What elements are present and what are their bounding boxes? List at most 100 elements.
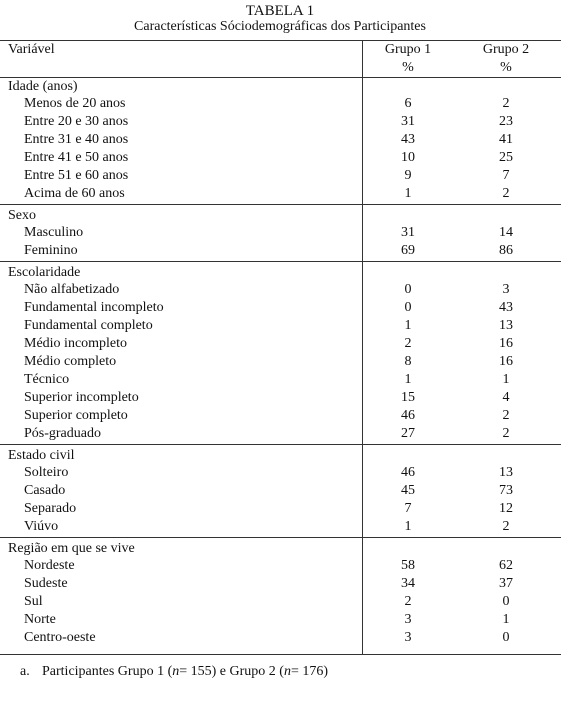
cell: 2 [502, 96, 510, 111]
row-label: Técnico [24, 372, 70, 387]
row-label: Sul [24, 594, 43, 609]
cell: 31 [401, 114, 415, 129]
row-label: Pós-graduado [24, 426, 101, 441]
section-title: Sexo [8, 208, 36, 223]
cell: 16 [499, 336, 513, 351]
cell: 25 [499, 150, 513, 165]
cell: 23 [499, 114, 513, 129]
cell: 3 [404, 612, 412, 627]
footnote-text: n [283, 664, 291, 679]
row-label: Superior completo [24, 408, 128, 423]
row-label: Entre 41 e 50 anos [24, 150, 129, 165]
cell: 13 [499, 465, 513, 480]
cell: 3 [502, 282, 510, 297]
section-title: Região em que se vive [8, 541, 135, 556]
rule [0, 40, 561, 41]
footnote-text: = 155) e Grupo 2 ( [179, 664, 284, 679]
footnote-marker: a. [20, 664, 30, 679]
cell: 0 [404, 300, 412, 315]
cell: 41 [499, 132, 513, 147]
cell: 43 [401, 132, 415, 147]
unit-label: % [402, 60, 414, 75]
row-label: Entre 20 e 30 anos [24, 114, 129, 129]
cell: 45 [401, 483, 415, 498]
cell: 1 [404, 519, 412, 534]
row-label: Fundamental incompleto [24, 300, 164, 315]
cell: 2 [502, 426, 510, 441]
row-label: Nordeste [24, 558, 75, 573]
cell: 31 [401, 225, 415, 240]
cell: 2 [502, 408, 510, 423]
cell: 2 [404, 594, 412, 609]
row-label: Feminino [24, 243, 78, 258]
cell: 43 [499, 300, 513, 315]
cell: 0 [502, 594, 510, 609]
cell: 46 [401, 408, 415, 423]
cell: 1 [502, 612, 510, 627]
section-title: Escolaridade [8, 265, 81, 280]
rule [0, 204, 561, 205]
cell: 1 [404, 318, 412, 333]
cell: 37 [499, 576, 513, 591]
row-label: Entre 31 e 40 anos [24, 132, 129, 147]
row-label: Superior incompleto [24, 390, 139, 405]
cell: 16 [499, 354, 513, 369]
cell: 0 [502, 630, 510, 645]
column-header: Grupo 1 [384, 42, 432, 57]
rule [0, 444, 561, 445]
row-label: Sudeste [24, 576, 68, 591]
row-label: Solteiro [24, 465, 69, 480]
cell: 1 [404, 372, 412, 387]
footnote: Participantes Grupo 1 (n= 155) e Grupo 2… [42, 664, 328, 680]
cell: 14 [499, 225, 513, 240]
cell: 2 [404, 336, 412, 351]
rule [0, 261, 561, 262]
cell: 62 [499, 558, 513, 573]
cell: 2 [502, 519, 510, 534]
cell: 3 [404, 630, 412, 645]
row-label: Masculino [24, 225, 84, 240]
row-label: Norte [24, 612, 56, 627]
rule [0, 537, 561, 538]
row-label: Menos de 20 anos [24, 96, 126, 111]
footnote-text: Participantes Grupo 1 ( [42, 664, 173, 679]
row-label: Viúvo [24, 519, 59, 534]
footnote-text: = 176) [290, 664, 329, 679]
cell: 6 [404, 96, 412, 111]
row-label: Casado [24, 483, 66, 498]
table-title: TABELA 1 [245, 3, 315, 19]
cell: 9 [404, 168, 412, 183]
table-subtitle: Características Sóciodemográficas dos Pa… [134, 19, 426, 34]
unit-label: % [500, 60, 512, 75]
cell: 1 [404, 186, 412, 201]
cell: 13 [499, 318, 513, 333]
cell: 69 [401, 243, 415, 258]
column-header: Variável [8, 42, 55, 57]
footnote-text: n [172, 664, 180, 679]
cell: 8 [404, 354, 412, 369]
cell: 0 [404, 282, 412, 297]
cell: 4 [502, 390, 510, 405]
cell: 1 [502, 372, 510, 387]
row-label: Centro-oeste [24, 630, 96, 645]
rule [0, 654, 561, 655]
section-title: Estado civil [8, 448, 75, 463]
row-label: Entre 51 e 60 anos [24, 168, 129, 183]
cell: 46 [401, 465, 415, 480]
cell: 73 [499, 483, 513, 498]
row-label: Fundamental completo [24, 318, 153, 333]
column-header: Grupo 2 [482, 42, 530, 57]
cell: 27 [401, 426, 415, 441]
row-label: Separado [24, 501, 77, 516]
cell: 10 [401, 150, 415, 165]
cell: 86 [499, 243, 513, 258]
section-title: Idade (anos) [8, 79, 78, 94]
row-label: Não alfabetizado [24, 282, 120, 297]
row-label: Médio incompleto [24, 336, 128, 351]
cell: 7 [502, 168, 510, 183]
cell: 34 [401, 576, 415, 591]
cell: 7 [404, 501, 412, 516]
cell: 15 [401, 390, 415, 405]
row-label: Acima de 60 anos [24, 186, 125, 201]
